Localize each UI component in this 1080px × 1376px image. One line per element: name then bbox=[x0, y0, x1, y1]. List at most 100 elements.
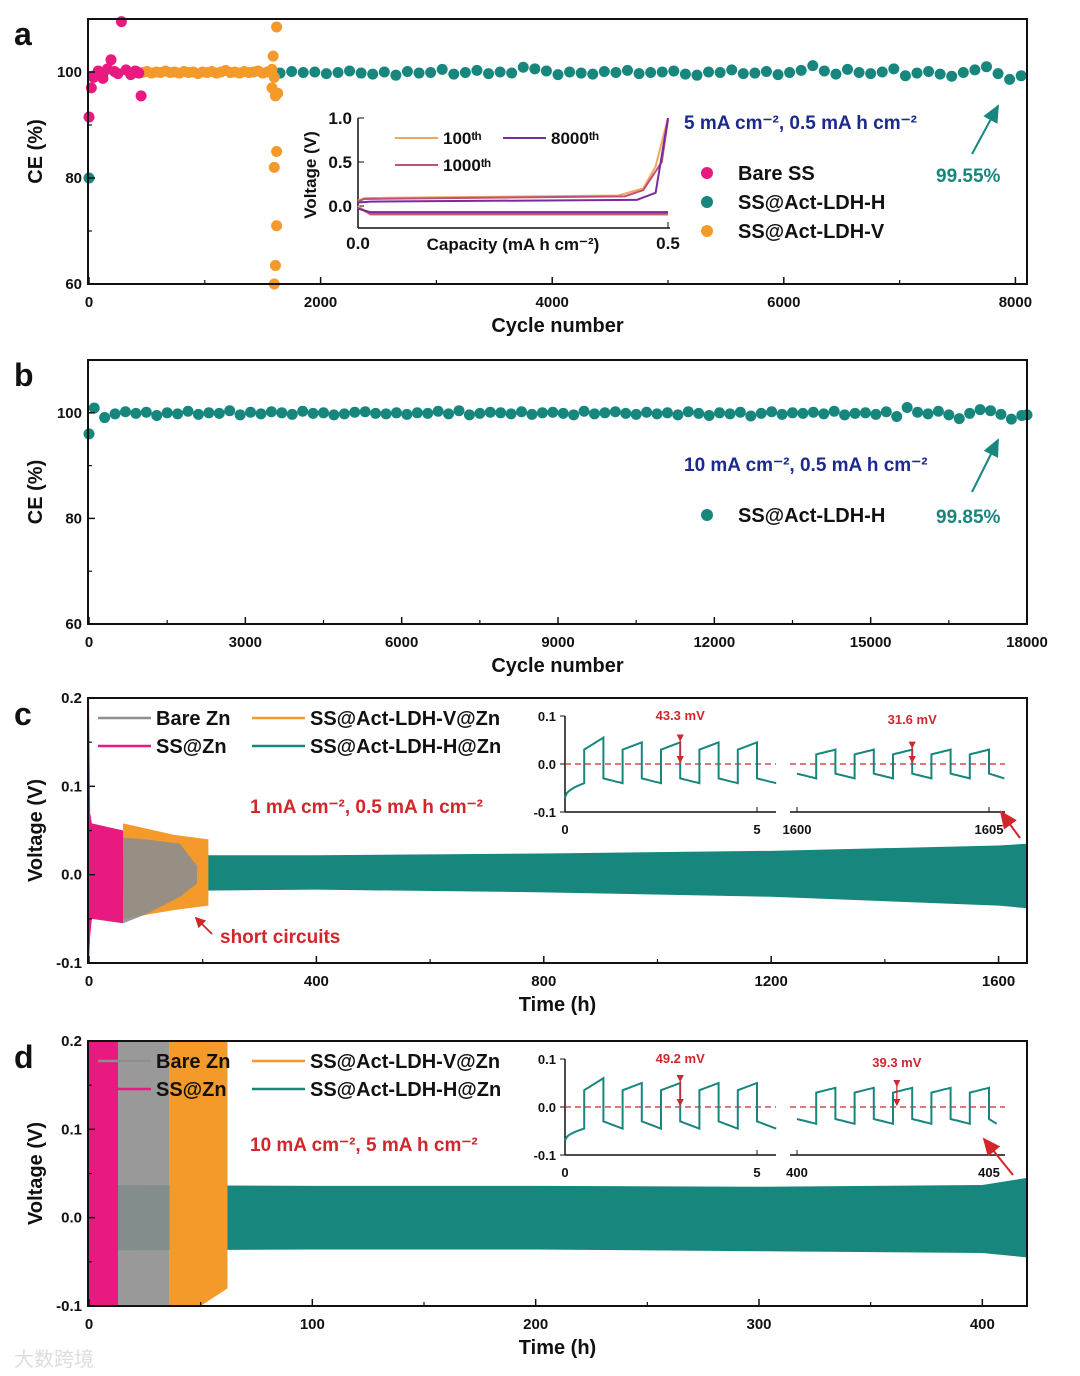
x-tick-label: 100 bbox=[300, 1316, 325, 1333]
data-point-bare-ss bbox=[115, 16, 127, 28]
data-point-ss-act-ldh-h bbox=[390, 407, 402, 419]
data-point-ss-act-ldh-h bbox=[703, 66, 715, 78]
data-point-ss-act-ldh-h bbox=[213, 407, 225, 419]
legend-label: SS@Act-LDH-H@Zn bbox=[310, 1079, 501, 1101]
data-point-ss-act-ldh-h bbox=[830, 68, 842, 80]
data-point-ss-act-ldh-h bbox=[776, 408, 788, 420]
data-point-ss-act-ldh-h bbox=[234, 409, 246, 421]
inset-curve-charge bbox=[357, 117, 669, 204]
data-point-ss-act-ldh-h bbox=[536, 407, 548, 419]
data-point-ss-act-ldh-h bbox=[610, 67, 622, 79]
voltage-band-ss-zn bbox=[89, 698, 124, 963]
y-tick-label: 0.2 bbox=[61, 1033, 82, 1050]
inset-x-tick-label: 0.5 bbox=[656, 234, 680, 253]
voltage-band-bare-zn bbox=[123, 837, 198, 924]
data-point-ss-act-ldh-h bbox=[495, 407, 507, 419]
data-point-ss-act-ldh-h bbox=[309, 66, 321, 78]
data-point-ss-act-ldh-v bbox=[267, 50, 279, 62]
y-tick-label: -0.1 bbox=[56, 1298, 82, 1315]
data-point-ss-act-ldh-h bbox=[432, 405, 444, 417]
data-point-ss-act-ldh-h bbox=[760, 65, 772, 77]
data-point-ss-act-ldh-h bbox=[1016, 409, 1028, 421]
x-tick-label: 4000 bbox=[536, 294, 569, 311]
y-tick-label: 0.0 bbox=[61, 867, 82, 884]
arrow-icon bbox=[982, 1137, 1014, 1176]
inset-x-tick-label: 0 bbox=[561, 1165, 568, 1180]
legend-label: Bare SS bbox=[738, 163, 815, 185]
data-point-ss-act-ldh-h bbox=[714, 67, 726, 79]
data-point-ss-act-ldh-h bbox=[865, 68, 877, 80]
data-point-ss-act-ldh-h bbox=[912, 406, 924, 418]
x-tick-label: 12000 bbox=[693, 634, 735, 651]
legend-label: SS@Act-LDH-H bbox=[738, 192, 885, 214]
panel-d: d bbox=[14, 1039, 1028, 1307]
data-point-ss-act-ldh-h bbox=[151, 409, 163, 421]
x-tick-label: 400 bbox=[970, 1316, 995, 1333]
data-point-ss-act-ldh-h bbox=[506, 67, 518, 79]
data-point-ss-act-ldh-h bbox=[344, 65, 356, 77]
data-point-ss-act-ldh-h bbox=[276, 407, 288, 419]
data-point-ss-act-ldh-h bbox=[552, 69, 564, 81]
legend-marker bbox=[701, 509, 713, 521]
inset-x-tick-label: 5 bbox=[753, 1165, 760, 1180]
inset-legend-label: 8000ᵗʰ bbox=[551, 129, 599, 148]
x-tick-label: 1600 bbox=[982, 973, 1015, 990]
data-point-ss-act-ldh-h bbox=[224, 405, 236, 417]
inset-x-tick-label: 1600 bbox=[783, 822, 812, 837]
panel-b: b bbox=[14, 357, 1033, 625]
watermark-logo: 大数跨境 bbox=[14, 1348, 94, 1371]
data-point-ss-act-ldh-h bbox=[547, 406, 559, 418]
data-point-ss-act-ldh-v bbox=[272, 87, 284, 99]
data-point-ss-act-ldh-h bbox=[807, 60, 819, 72]
data-point-bare-ss bbox=[97, 72, 109, 84]
ce-value-label: 99.85% bbox=[936, 507, 1001, 528]
data-point-ss-act-ldh-h bbox=[620, 407, 632, 419]
inset-y-tick-label: 1.0 bbox=[328, 109, 352, 128]
data-point-ss-act-ldh-h bbox=[839, 409, 851, 421]
y-tick-label: 0.1 bbox=[61, 1121, 82, 1138]
data-point-ss-act-ldh-h bbox=[714, 407, 726, 419]
data-point-ss-act-ldh-h bbox=[772, 69, 784, 81]
data-point-ss-act-ldh-h bbox=[578, 405, 590, 417]
x-tick-label: 1200 bbox=[754, 973, 787, 990]
arrow-icon bbox=[971, 104, 999, 155]
data-point-ss-act-ldh-h bbox=[359, 406, 371, 418]
data-point-ss-act-ldh-h bbox=[911, 67, 923, 79]
ce-value-label: 99.55% bbox=[936, 166, 1001, 187]
data-point-ss-act-ldh-h bbox=[853, 67, 865, 79]
panel-letter: c bbox=[14, 696, 32, 732]
data-point-ss-act-ldh-v bbox=[271, 220, 283, 232]
data-point-ss-act-ldh-h bbox=[656, 66, 668, 78]
data-point-ss-act-ldh-h bbox=[540, 65, 552, 77]
inset-y-tick-label: 0.0 bbox=[538, 1100, 556, 1115]
panel-c: c bbox=[14, 696, 1028, 964]
x-axis-title: Cycle number bbox=[491, 315, 623, 337]
data-point-ss-act-ldh-h bbox=[807, 406, 819, 418]
data-point-ss-act-ldh-h bbox=[401, 408, 413, 420]
data-point-ss-act-ldh-h bbox=[818, 65, 830, 77]
inset-y-tick-label: 0.0 bbox=[328, 197, 352, 216]
inset-y-tick-label: 0.1 bbox=[538, 1052, 556, 1067]
data-point-ss-act-ldh-h bbox=[923, 65, 935, 77]
data-point-ss-act-ldh-h bbox=[876, 66, 888, 78]
inset-x-tick-label: 0 bbox=[561, 822, 568, 837]
data-point-ss-act-ldh-h bbox=[787, 407, 798, 419]
data-point-ss-act-ldh-h bbox=[630, 408, 642, 420]
data-point-ss-act-ldh-h bbox=[349, 406, 361, 418]
inset-x-tick-label: 405 bbox=[978, 1165, 1000, 1180]
data-point-ss-act-ldh-h bbox=[953, 413, 965, 425]
x-axis-title: Time (h) bbox=[519, 1337, 596, 1359]
data-point-ss-act-ldh-h bbox=[307, 407, 319, 419]
legend-marker bbox=[701, 196, 713, 208]
data-point-ss-act-ldh-h bbox=[661, 407, 673, 419]
inset-legend-label: 100ᵗʰ bbox=[443, 129, 481, 148]
legend-label: SS@Zn bbox=[156, 736, 227, 758]
x-tick-label: 6000 bbox=[385, 634, 418, 651]
data-point-ss-act-ldh-h bbox=[380, 408, 392, 420]
panel-letter: a bbox=[14, 16, 32, 52]
data-point-ss-act-ldh-h bbox=[203, 407, 215, 419]
inset-voltage-profile bbox=[796, 1086, 998, 1126]
condition-label: 10 mA cm⁻², 5 mA h cm⁻² bbox=[250, 1135, 478, 1156]
data-point-ss-act-ldh-h bbox=[943, 409, 955, 421]
data-point-ss-act-ldh-h bbox=[934, 68, 946, 80]
